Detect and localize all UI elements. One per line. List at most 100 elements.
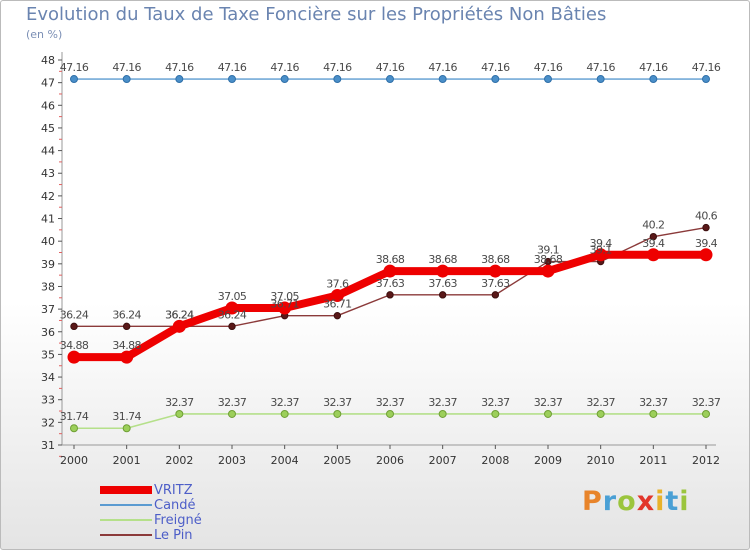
- data-label-freign-: 31.74: [60, 410, 89, 423]
- data-label-freign-: 32.37: [639, 396, 668, 409]
- legend-label: Candé: [154, 498, 196, 513]
- y-tick-label: 35: [41, 348, 55, 361]
- data-point-cand-: [649, 75, 658, 84]
- y-tick-label: 46: [41, 99, 55, 112]
- data-point-le-pin: [70, 322, 78, 331]
- y-tick-label: 45: [41, 122, 55, 135]
- x-tick-label: 2012: [692, 454, 720, 467]
- data-label-freign-: 32.37: [165, 396, 194, 409]
- data-point-cand-: [491, 75, 500, 84]
- data-point-vritz: [330, 289, 344, 303]
- data-point-vritz: [120, 350, 134, 364]
- data-label-cand-: 47.16: [481, 61, 510, 74]
- data-point-cand-: [333, 75, 342, 84]
- y-tick-label: 36: [41, 326, 55, 339]
- data-point-freign-: [491, 409, 500, 418]
- x-tick-label: 2002: [165, 454, 193, 467]
- chart-subtitle: (en %): [26, 28, 63, 41]
- data-point-vritz: [278, 301, 292, 315]
- data-point-vritz: [488, 264, 502, 278]
- data-point-le-pin: [649, 232, 658, 241]
- data-point-cand-: [386, 75, 394, 84]
- data-label-freign-: 32.37: [218, 396, 247, 409]
- legend-swatch: [100, 504, 152, 506]
- legend-swatch: [100, 519, 152, 521]
- data-point-le-pin: [386, 291, 394, 299]
- data-label-vritz: 36.24: [165, 308, 194, 321]
- data-label-vritz: 38.68: [534, 253, 563, 266]
- data-point-cand-: [175, 75, 184, 84]
- data-point-vritz: [383, 264, 397, 278]
- data-label-le-pin: 36.71: [323, 298, 352, 311]
- data-label-cand-: 47.16: [428, 61, 457, 74]
- y-tick-label: 47: [41, 77, 55, 90]
- data-label-freign-: 32.37: [692, 396, 721, 409]
- data-point-le-pin: [122, 322, 131, 331]
- data-point-vritz: [436, 264, 450, 278]
- data-label-cand-: 47.16: [639, 61, 668, 74]
- data-label-vritz: 38.68: [428, 253, 457, 266]
- data-label-le-pin: 37.63: [376, 277, 405, 290]
- data-label-freign-: 32.37: [270, 396, 299, 409]
- data-label-vritz: 38.68: [376, 253, 405, 266]
- data-label-vritz: 39.4: [642, 237, 665, 250]
- data-point-vritz: [225, 301, 239, 315]
- x-tick-label: 2001: [113, 454, 141, 467]
- y-tick-label: 42: [41, 190, 55, 203]
- x-tick-label: 2011: [639, 454, 667, 467]
- x-tick-label: 2003: [218, 454, 246, 467]
- proxiti-logo: Proxiti: [582, 486, 690, 517]
- y-tick-label: 31: [41, 439, 55, 452]
- x-tick-label: 2009: [534, 454, 562, 467]
- y-tick-label: 34: [41, 371, 55, 384]
- data-point-freign-: [596, 409, 605, 418]
- data-point-freign-: [122, 424, 131, 433]
- data-point-cand-: [228, 75, 236, 84]
- data-label-le-pin: 36.24: [60, 308, 89, 321]
- data-point-cand-: [438, 75, 447, 84]
- data-label-cand-: 47.16: [534, 61, 563, 74]
- data-point-cand-: [280, 75, 289, 84]
- data-point-cand-: [122, 75, 131, 84]
- data-point-freign-: [175, 409, 184, 418]
- data-point-cand-: [702, 75, 710, 84]
- data-point-freign-: [386, 409, 394, 418]
- y-tick-label: 41: [41, 213, 55, 226]
- data-point-freign-: [702, 409, 710, 418]
- legend-swatch: [100, 534, 152, 536]
- data-label-freign-: 31.74: [112, 410, 141, 423]
- x-tick-label: 2008: [481, 454, 509, 467]
- data-label-le-pin: 39.1: [590, 244, 612, 257]
- data-label-le-pin: 40.6: [695, 210, 718, 223]
- data-point-cand-: [70, 75, 78, 84]
- data-point-vritz: [594, 248, 608, 262]
- data-label-freign-: 32.37: [586, 396, 615, 409]
- data-label-le-pin: 36.24: [218, 308, 247, 321]
- y-tick-label: 38: [41, 280, 55, 293]
- y-tick-label: 32: [41, 416, 55, 429]
- data-point-freign-: [280, 409, 289, 418]
- legend-item-cand-: Candé: [100, 498, 230, 513]
- legend-item-vritz: VRITZ: [100, 483, 230, 498]
- y-tick-label: 44: [41, 145, 55, 158]
- data-point-freign-: [228, 409, 236, 418]
- data-point-vritz: [646, 248, 660, 262]
- data-label-freign-: 32.37: [481, 396, 510, 409]
- y-tick-label: 40: [41, 235, 55, 248]
- data-point-le-pin: [228, 322, 236, 331]
- data-label-le-pin: 37.63: [481, 277, 510, 290]
- data-label-vritz: 38.68: [481, 253, 510, 266]
- y-tick-label: 37: [41, 303, 55, 316]
- x-tick-label: 2006: [376, 454, 404, 467]
- data-point-vritz: [541, 264, 555, 278]
- data-point-freign-: [544, 409, 552, 418]
- data-point-freign-: [333, 409, 342, 418]
- data-label-vritz: 37.05: [270, 290, 299, 303]
- data-point-le-pin: [438, 291, 447, 299]
- data-point-vritz: [172, 319, 186, 333]
- data-label-vritz: 34.88: [60, 339, 89, 352]
- data-point-vritz: [699, 248, 713, 262]
- x-tick-label: 2004: [271, 454, 299, 467]
- data-point-freign-: [649, 409, 658, 418]
